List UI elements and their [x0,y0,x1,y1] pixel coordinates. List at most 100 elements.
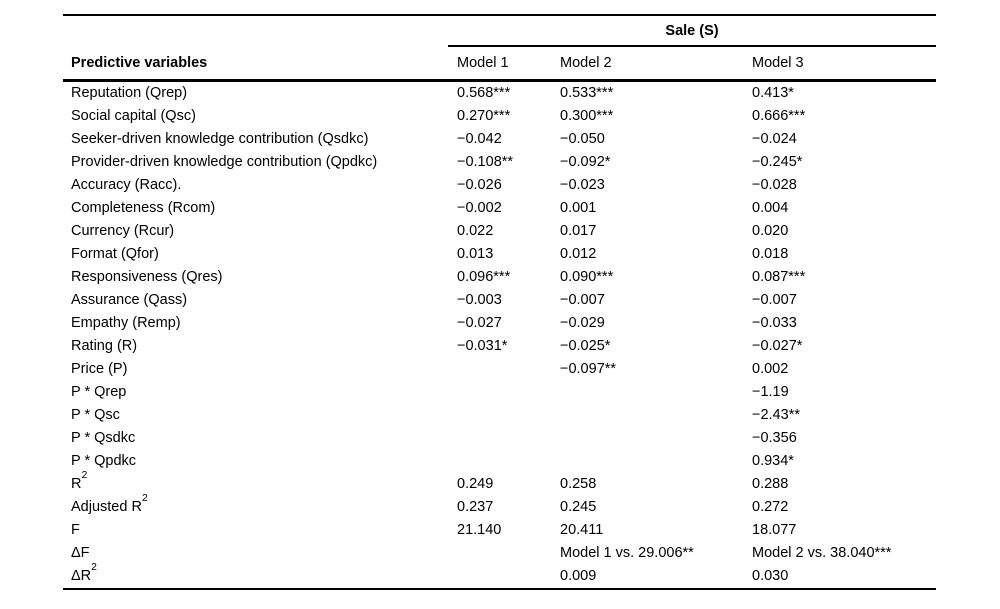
cell-variable-label: F [71,522,80,538]
cell-model-3: 0.018 [752,246,789,262]
cell-variable-label: ΔR2 [71,560,98,584]
cell-variable-label: P * Qsc [71,407,120,423]
cell-variable-label: Format (Qfor) [71,246,159,262]
table-row: R2 0.249 0.258 0.288 [63,468,936,496]
cell-model-3: 0.002 [752,361,789,377]
cell-model-2: 0.012 [560,246,597,262]
cell-variable-label: R2 [71,468,88,492]
table-row: ΔF Model 1 vs. 29.006** Model 2 vs. 38.040… [63,542,936,565]
table-row: Assurance (Qass) −0.003 −0.007 −0.007 [63,289,936,312]
cell-model-2: −0.050 [560,131,605,147]
header-model-2: Model 2 [560,55,612,71]
cell-model-1: −0.031* [457,338,508,354]
cell-variable-label: Reputation (Qrep) [71,85,188,101]
cell-model-2: 0.017 [560,223,597,239]
cell-model-3: −0.028 [752,177,797,193]
cell-variable-label: Rating (R) [71,338,138,354]
cell-model-2: −0.007 [560,292,605,308]
cell-model-1: −0.002 [457,200,502,216]
table-top-rule [63,14,936,16]
header-model-3: Model 3 [752,55,804,71]
cell-model-3: 0.666*** [752,108,806,124]
cell-variable-label: Responsiveness (Qres) [71,269,223,285]
cell-model-1: 0.237 [457,499,494,515]
cell-variable-label: Adjusted R2 [71,491,148,515]
table-row: Provider-driven knowledge contribution (… [63,151,936,174]
cell-model-2 [551,450,743,473]
cell-model-1 [448,450,551,473]
regression-table: Sale (S) Predictive variables Model 1 Mo… [63,14,936,590]
spanner-row: Sale (S) [63,16,936,47]
table-row: F 21.140 20.411 18.077 [63,519,936,542]
cell-model-1: −0.027 [457,315,502,331]
cell-model-1 [448,358,551,381]
label-superscript: 2 [141,491,148,504]
cell-model-2: −0.092* [560,154,611,170]
cell-model-2: 0.258 [560,476,597,492]
cell-model-1 [448,381,551,404]
table-row: Reputation (Qrep) 0.568*** 0.533*** 0.413* [63,82,936,105]
cell-variable-label: P * Qpdkc [71,453,137,469]
cell-model-1: 0.096*** [457,269,511,285]
table-row: P * Qpdkc 0.934* [63,450,936,473]
table-row: Responsiveness (Qres) 0.096*** 0.090*** 0.0… [63,266,936,289]
cell-model-1 [448,427,551,450]
cell-model-1 [448,542,551,565]
cell-model-1: 0.270*** [457,108,511,124]
table-row: ΔR2 0.009 0.030 [63,560,936,588]
table-row: P * Qsdkc −0.356 [63,427,936,450]
table-body: Reputation (Qrep) 0.568*** 0.533*** 0.413* S… [63,82,936,590]
cell-model-1: −0.042 [457,131,502,147]
cell-model-3: 0.288 [752,476,789,492]
table-row: Seeker-driven knowledge contribution (Qs… [63,128,936,151]
cell-model-2: Model 1 vs. 29.006** [560,545,694,561]
cell-variable-label: Assurance (Qass) [71,292,188,308]
cell-model-1: 0.249 [457,476,494,492]
table-row: Empathy (Remp) −0.027 −0.029 −0.033 [63,312,936,335]
cell-model-1: −0.108** [457,154,514,170]
cell-model-1: 0.568*** [457,85,511,101]
cell-model-3: 0.020 [752,223,789,239]
cell-variable-label: Social capital (Qsc) [71,108,196,124]
table-row: Accuracy (Racc). −0.026 −0.023 −0.028 [63,174,936,197]
cell-variable-label: Empathy (Remp) [71,315,181,331]
table-row: Social capital (Qsc) 0.270*** 0.300*** 0.66… [63,105,936,128]
cell-model-1: −0.026 [457,177,502,193]
cell-variable-label: Provider-driven knowledge contribution (… [71,154,378,170]
cell-model-2: 0.009 [560,568,597,584]
cell-variable-label: Currency (Rcur) [71,223,175,239]
label-superscript: 2 [91,560,98,573]
table-row: P * Qsc −2.43** [63,404,936,427]
table-row: Currency (Rcur) 0.022 0.017 0.020 [63,220,936,243]
cell-model-3: −0.024 [752,131,797,147]
cell-model-3: −0.245* [752,154,803,170]
cell-model-2: 0.090*** [560,269,614,285]
table-row: Completeness (Rcom) −0.002 0.001 0.004 [63,197,936,220]
table-row: Rating (R) −0.031* −0.025* −0.027* [63,335,936,358]
cell-variable-label: P * Qsdkc [71,430,136,446]
cell-model-3: Model 2 vs. 38.040*** [752,545,892,561]
cell-variable-label: Seeker-driven knowledge contribution (Qs… [71,131,369,147]
spanner-cell: Sale (S) [448,16,936,47]
cell-variable-label: ΔF [71,545,90,561]
cell-model-3: 0.934* [752,453,794,469]
cell-variable-label: Completeness (Rcom) [71,200,216,216]
cell-model-3: 18.077 [752,522,797,538]
cell-model-1 [448,565,551,588]
cell-model-1: −0.003 [457,292,502,308]
label-superscript: 2 [81,468,88,481]
cell-model-3: 0.087*** [752,269,806,285]
cell-model-2 [551,381,743,404]
header-model-1: Model 1 [457,55,509,71]
cell-model-2: 0.001 [560,200,597,216]
cell-model-3: 0.272 [752,499,789,515]
cell-model-2: 0.300*** [560,108,614,124]
cell-variable-label: P * Qrep [71,384,127,400]
cell-variable-label: Accuracy (Racc). [71,177,182,193]
cell-model-1: 0.013 [457,246,494,262]
cell-model-2: 20.411 [560,522,604,538]
header-row: Predictive variables Model 1 Model 2 Mod… [63,47,936,82]
cell-model-3: −0.027* [752,338,803,354]
cell-model-1 [448,404,551,427]
